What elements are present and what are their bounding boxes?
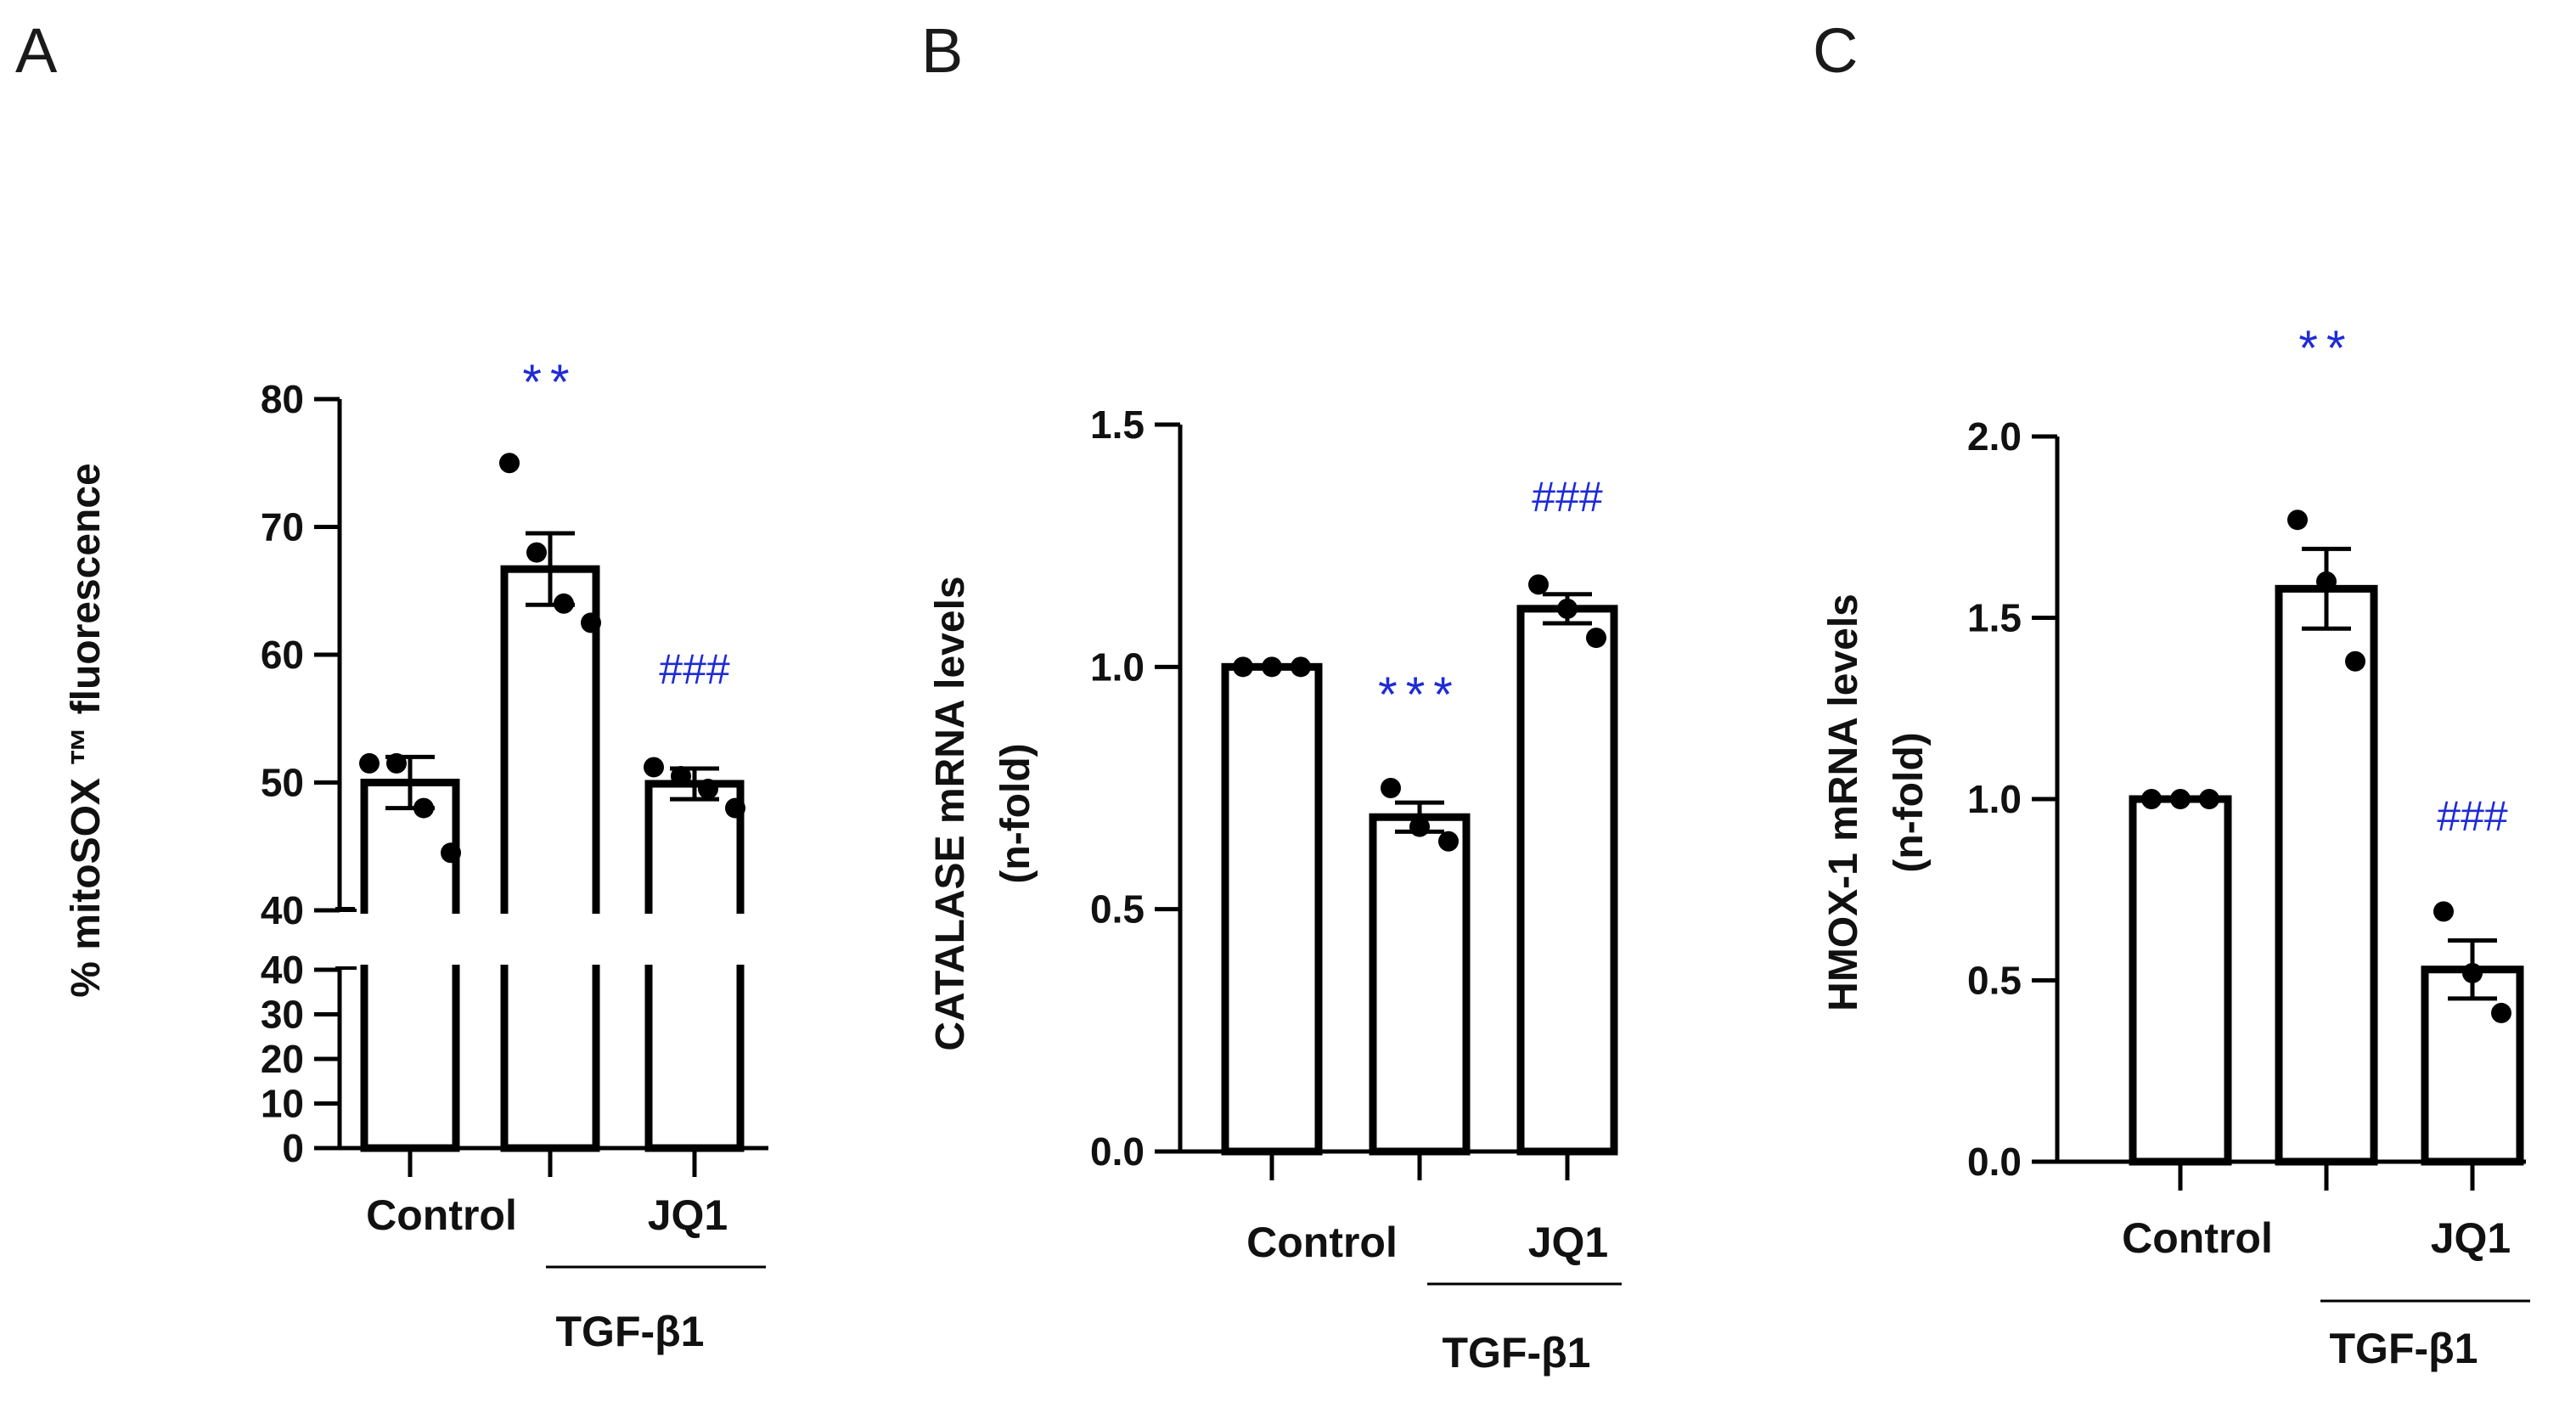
panel-b-bar-1: [1369, 813, 1471, 1156]
panel-b-chart: CATALASE mRNA levels (n-fold) Control JQ…: [928, 403, 1622, 1377]
panel-b-data-point-2-0: [1528, 574, 1549, 595]
panel-c-significance-2: ###: [2437, 792, 2508, 840]
panel-b-data-point-1-2: [1438, 831, 1459, 852]
panel-c-category-jq1: JQ1: [2431, 1214, 2511, 1262]
panel-a-treatment-label: TGF-β1: [556, 1308, 705, 1355]
panel-b-treatment-label: TGF-β1: [1443, 1329, 1591, 1377]
panel-b-significance-1: ***: [1378, 667, 1461, 723]
panel-a-bar-1: [500, 565, 600, 1152]
panel-a-data-point-1-2: [554, 593, 574, 614]
panel-a-data-point-2-0: [644, 757, 664, 778]
panel-c-data-point-2-0: [2433, 901, 2454, 922]
panel-c-data-point-0-0: [2141, 789, 2162, 809]
panel-a-y-tick-label-lower-4: 40: [261, 948, 304, 992]
panel-a-data-point-2-2: [698, 779, 718, 800]
panel-a-y-tick-label-upper-3: 70: [261, 505, 304, 549]
panel-a-data-point-2-3: [725, 797, 745, 819]
panel-c-y-tick-label-1: 0.5: [1967, 959, 2022, 1003]
panel-letter-b: B: [921, 15, 963, 86]
panel-b-data-point-1-0: [1381, 778, 1401, 798]
panel-b-data-point-2-2: [1586, 628, 1606, 649]
panel-c-data-point-2-1: [2462, 962, 2483, 983]
panel-c-treatment-label: TGF-β1: [2330, 1325, 2478, 1372]
panel-a-significance-1: **: [522, 355, 577, 410]
panel-b-data-point-2-1: [1557, 598, 1578, 619]
panel-b-y-tick-label-3: 1.5: [1090, 403, 1145, 447]
panel-letter-a: A: [15, 15, 58, 86]
panel-c-bar-1: [2275, 584, 2378, 1166]
panel-c-y-axis-label: HMOX-1 mRNA levels: [1821, 594, 1866, 1011]
panel-b-y-tick-label-2: 1.0: [1090, 645, 1145, 689]
panel-a-data-point-2-1: [671, 765, 691, 786]
panel-b-category-jq1: JQ1: [1528, 1219, 1609, 1266]
panel-c-chart: HMOX-1 mRNA levels (n-fold) Control JQ1 …: [1821, 321, 2530, 1372]
panel-a-significance-2: ###: [659, 645, 730, 693]
panel-b-data-point-0-1: [1262, 656, 1282, 678]
panel-a-y-axis-label: % mitoSOX ™ fluorescence: [64, 463, 109, 998]
panel-letter-c: C: [1813, 15, 1858, 86]
panel-c-data-point-0-1: [2170, 789, 2191, 809]
panel-c-y-tick-label-0: 0.0: [1967, 1140, 2022, 1184]
panel-a-axis-break-gap: [323, 914, 764, 965]
panel-a-category-jq1: JQ1: [648, 1191, 728, 1239]
panel-b-data-point-0-0: [1233, 656, 1253, 678]
panel-a-y-tick-label-lower-0: 0: [282, 1126, 304, 1170]
panel-a-data-point-0-2: [413, 797, 434, 819]
panel-c-y-tick-label-3: 1.5: [1967, 596, 2022, 640]
panel-a-data-point-0-1: [386, 752, 407, 774]
panel-b-significance-2: ###: [1532, 473, 1603, 521]
panel-a-y-tick-label-lower-3: 30: [261, 993, 304, 1037]
panel-b-y-tick-label-1: 0.5: [1090, 887, 1145, 932]
panel-c-data-point-1-0: [2287, 510, 2308, 531]
panel-a-y-tick-label-upper-4: 80: [261, 377, 304, 421]
panel-a-bar-2: [644, 780, 745, 1152]
panel-b-y-tick-label-0: 0.0: [1090, 1129, 1145, 1174]
panel-b-bar-2: [1516, 605, 1618, 1156]
panel-c-y-axis-label-units: (n-fold): [1887, 732, 1932, 872]
panel-a-data-point-1-3: [581, 612, 601, 633]
panel-c-y-tick-label-4: 2.0: [1967, 414, 2022, 459]
panel-c-y-tick-label-2: 1.0: [1967, 777, 2022, 821]
panel-c-bar-0: [2129, 795, 2232, 1166]
panel-a-data-point-1-0: [499, 453, 520, 474]
panel-a-category-control: Control: [366, 1191, 517, 1239]
panel-a-y-tick-label-lower-2: 20: [261, 1037, 304, 1081]
panel-b-y-axis-label: CATALASE mRNA levels: [928, 576, 973, 1050]
panel-b-data-point-0-2: [1291, 656, 1311, 678]
panel-c-data-point-2-2: [2491, 1002, 2511, 1023]
panel-a-data-point-0-0: [359, 752, 380, 774]
panel-c-data-point-1-2: [2345, 650, 2365, 672]
panel-a-bar-0: [360, 779, 460, 1152]
panel-a-data-point-1-1: [526, 542, 547, 563]
panel-c-bar-2: [2421, 966, 2524, 1166]
panel-c-category-control: Control: [2122, 1214, 2273, 1262]
panel-a-y-tick-label-upper-0: 40: [261, 888, 304, 932]
panel-c-data-point-0-2: [2199, 789, 2219, 809]
panel-b-data-point-1-1: [1409, 816, 1430, 837]
panel-b-category-control: Control: [1246, 1219, 1398, 1266]
panel-a-y-tick-label-upper-1: 50: [261, 761, 304, 805]
panel-b-y-axis-label-units: (n-fold): [993, 743, 1038, 883]
panel-c-data-point-1-1: [2316, 571, 2337, 592]
panel-a-chart: % mitoSOX ™ fluorescence Control JQ1 TGF…: [64, 355, 768, 1355]
panel-c-significance-1: **: [2298, 321, 2354, 376]
panel-a-y-tick-label-upper-2: 60: [261, 633, 304, 677]
panel-a-y-tick-label-lower-1: 10: [261, 1082, 304, 1126]
panel-b-bar-0: [1221, 662, 1323, 1156]
panel-a-data-point-0-3: [441, 842, 461, 864]
